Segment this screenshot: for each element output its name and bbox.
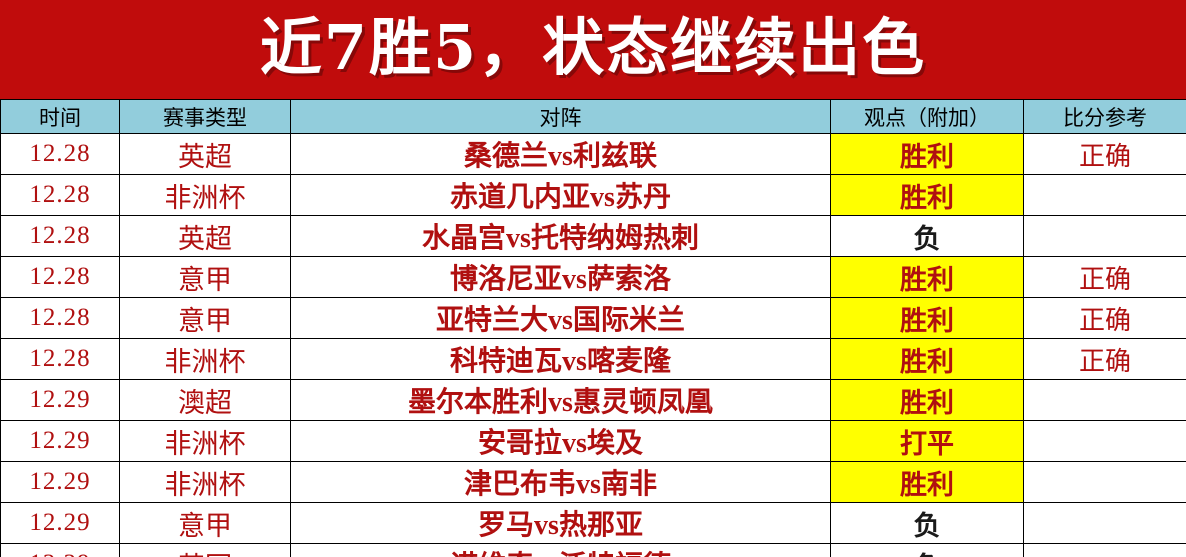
cell-score bbox=[1023, 379, 1186, 421]
page-title: 近7胜5，状态继续出色 bbox=[259, 10, 927, 84]
cell-league: 非洲杯 bbox=[119, 420, 291, 462]
cell-time: 12.28 bbox=[0, 297, 120, 339]
cell-match: 津巴布韦vs南非 bbox=[290, 461, 831, 503]
table-row: 12.29英冠诺维奇vs沃特福德负 bbox=[0, 543, 1186, 557]
cell-match: 诺维奇vs沃特福德 bbox=[290, 543, 831, 557]
cell-match: 安哥拉vs埃及 bbox=[290, 420, 831, 462]
cell-time: 12.28 bbox=[0, 215, 120, 257]
cell-score bbox=[1023, 502, 1186, 544]
cell-league: 意甲 bbox=[119, 256, 291, 298]
table-header: 时间 赛事类型 对阵 观点（附加） 比分参考 bbox=[0, 99, 1186, 134]
cell-league: 非洲杯 bbox=[119, 338, 291, 380]
cell-view: 负 bbox=[830, 502, 1024, 544]
cell-time: 12.28 bbox=[0, 338, 120, 380]
cell-match: 桑德兰vs利兹联 bbox=[290, 133, 831, 175]
cell-score bbox=[1023, 543, 1186, 557]
table-row: 12.28 非洲杯 赤道几内亚vs苏丹 胜利 bbox=[0, 174, 1186, 216]
cell-time: 12.29 bbox=[0, 461, 120, 503]
cell-view: 负 bbox=[830, 215, 1024, 257]
cell-match: 罗马vs热那亚 bbox=[290, 502, 831, 544]
cell-match: 科特迪瓦vs喀麦隆 bbox=[290, 338, 831, 380]
cell-score: 正确 bbox=[1023, 297, 1186, 339]
cell-time: 12.29 bbox=[0, 420, 120, 462]
header-row: 时间 赛事类型 对阵 观点（附加） 比分参考 bbox=[0, 99, 1186, 134]
table-row: 12.29 非洲杯 津巴布韦vs南非 胜利 bbox=[0, 461, 1186, 503]
cell-league: 意甲 bbox=[119, 502, 291, 544]
cell-time: 12.28 bbox=[0, 256, 120, 298]
cell-league: 意甲 bbox=[119, 297, 291, 339]
cell-score: 正确 bbox=[1023, 256, 1186, 298]
cell-league: 澳超 bbox=[119, 379, 291, 421]
cell-score bbox=[1023, 420, 1186, 462]
cell-league: 非洲杯 bbox=[119, 174, 291, 216]
column-header-score: 比分参考 bbox=[1023, 99, 1186, 134]
cell-view: 胜利 bbox=[830, 297, 1024, 339]
cell-league: 英冠 bbox=[119, 543, 291, 557]
cell-match: 墨尔本胜利vs惠灵顿凤凰 bbox=[290, 379, 831, 421]
table-row: 12.28 意甲 博洛尼亚vs萨索洛 胜利 正确 bbox=[0, 256, 1186, 298]
cell-time: 12.28 bbox=[0, 174, 120, 216]
cell-match: 水晶宫vs托特纳姆热刺 bbox=[290, 215, 831, 257]
title-banner: 近7胜5，状态继续出色 bbox=[0, 0, 1186, 99]
table-row: 12.29 意甲 罗马vs热那亚负 bbox=[0, 502, 1186, 544]
cell-match: 博洛尼亚vs萨索洛 bbox=[290, 256, 831, 298]
cell-view: 胜利 bbox=[830, 338, 1024, 380]
predictions-table: 时间 赛事类型 对阵 观点（附加） 比分参考 12.28 英超 桑德兰vs利兹联 胜利… bbox=[0, 99, 1186, 557]
column-header-league: 赛事类型 bbox=[119, 99, 291, 134]
cell-league: 英超 bbox=[119, 215, 291, 257]
table-row: 12.28 英超 桑德兰vs利兹联 胜利 正确 bbox=[0, 133, 1186, 175]
column-header-time: 时间 bbox=[0, 99, 120, 134]
table-row: 12.28 英超 水晶宫vs托特纳姆热刺负 bbox=[0, 215, 1186, 257]
cell-score: 正确 bbox=[1023, 338, 1186, 380]
column-header-match: 对阵 bbox=[290, 99, 831, 134]
cell-match: 赤道几内亚vs苏丹 bbox=[290, 174, 831, 216]
cell-time: 12.29 bbox=[0, 543, 120, 557]
cell-view: 负 bbox=[830, 543, 1024, 557]
cell-view: 胜利 bbox=[830, 174, 1024, 216]
cell-view: 打平 bbox=[830, 420, 1024, 462]
cell-time: 12.29 bbox=[0, 379, 120, 421]
cell-match: 亚特兰大vs国际米兰 bbox=[290, 297, 831, 339]
cell-score bbox=[1023, 174, 1186, 216]
cell-view: 胜利 bbox=[830, 256, 1024, 298]
table-row: 12.29 澳超 墨尔本胜利vs惠灵顿凤凰 胜利 bbox=[0, 379, 1186, 421]
cell-view: 胜利 bbox=[830, 461, 1024, 503]
cell-score bbox=[1023, 215, 1186, 257]
cell-league: 非洲杯 bbox=[119, 461, 291, 503]
table-row: 12.28 非洲杯 科特迪瓦vs喀麦隆 胜利 正确 bbox=[0, 338, 1186, 380]
table-body: 12.28 英超 桑德兰vs利兹联 胜利 正确 12.28 非洲杯 赤道几内亚vs苏丹 胜利 12… bbox=[0, 133, 1186, 557]
cell-time: 12.29 bbox=[0, 502, 120, 544]
cell-time: 12.28 bbox=[0, 133, 120, 175]
table-row: 12.29 非洲杯 安哥拉vs埃及 打平 bbox=[0, 420, 1186, 462]
cell-score bbox=[1023, 461, 1186, 503]
cell-score: 正确 bbox=[1023, 133, 1186, 175]
column-header-view: 观点（附加） bbox=[830, 99, 1024, 134]
cell-view: 胜利 bbox=[830, 379, 1024, 421]
table-row: 12.28 意甲 亚特兰大vs国际米兰 胜利 正确 bbox=[0, 297, 1186, 339]
cell-view: 胜利 bbox=[830, 133, 1024, 175]
cell-league: 英超 bbox=[119, 133, 291, 175]
